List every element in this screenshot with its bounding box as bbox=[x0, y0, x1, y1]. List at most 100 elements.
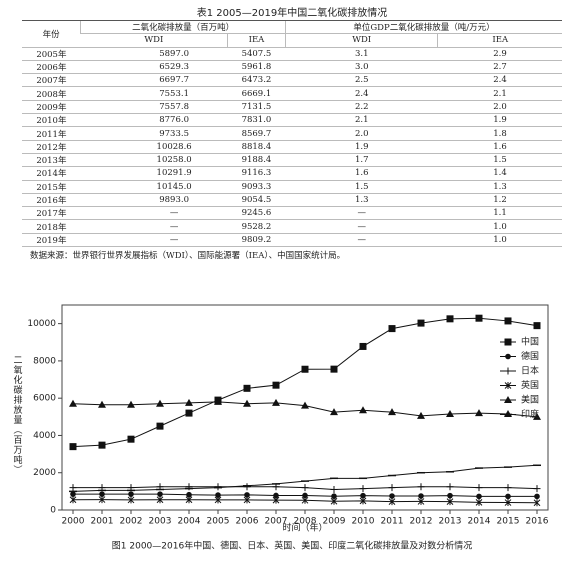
marker bbox=[330, 408, 338, 416]
table-row: 2007年 6697.7 6473.2 2.5 2.4 bbox=[22, 73, 562, 88]
x-axis-label: 时间（年） bbox=[282, 522, 327, 534]
legend-marker bbox=[504, 338, 512, 346]
table-cell: 1.0 bbox=[437, 232, 562, 248]
marker bbox=[215, 492, 221, 498]
marker bbox=[127, 435, 135, 443]
header-cell: 单位GDP二氧化碳排放量（吨/万元） bbox=[284, 19, 562, 35]
y-axis-label: 二氧化碳排放量（百万吨） bbox=[12, 355, 23, 475]
marker bbox=[272, 496, 280, 504]
x-tick-label: 2006 bbox=[236, 517, 259, 527]
marker bbox=[301, 401, 309, 409]
marker bbox=[244, 492, 250, 498]
marker bbox=[417, 411, 425, 419]
header-row: 年份 二氧化碳排放量（百万吨） 单位GDP二氧化碳排放量（吨/万元） bbox=[22, 19, 562, 48]
legend-marker bbox=[504, 367, 512, 375]
table-cell: — bbox=[285, 232, 438, 248]
marker bbox=[388, 325, 396, 333]
marker bbox=[534, 493, 540, 500]
table-cell: 2019年 bbox=[22, 232, 81, 248]
marker bbox=[185, 398, 193, 406]
x-tick-label: 2001 bbox=[91, 517, 114, 527]
marker bbox=[417, 483, 425, 491]
marker bbox=[388, 498, 396, 506]
header-cell: WDI bbox=[284, 33, 438, 48]
marker bbox=[156, 496, 164, 504]
table-row: 2009年 7557.8 7131.5 2.2 2.0 bbox=[22, 99, 562, 115]
legend-label: 中国 bbox=[521, 336, 539, 348]
marker bbox=[446, 410, 454, 418]
y-tick-label: 0 bbox=[50, 506, 56, 516]
x-tick-label: 2008 bbox=[294, 517, 317, 527]
x-tick-label: 2012 bbox=[410, 517, 433, 527]
legend-label: 德国 bbox=[521, 350, 539, 362]
table-cell: 2.9 bbox=[437, 46, 562, 61]
marker bbox=[504, 484, 512, 492]
x-tick-label: 2014 bbox=[468, 517, 491, 527]
marker bbox=[156, 399, 164, 407]
y-tick-label: 8000 bbox=[33, 356, 56, 366]
marker bbox=[505, 493, 511, 500]
x-tick-label: 2005 bbox=[207, 517, 230, 527]
marker bbox=[301, 484, 309, 492]
y-tick-label: 10000 bbox=[27, 319, 56, 329]
marker bbox=[475, 409, 483, 417]
marker bbox=[272, 381, 280, 389]
x-tick-label: 2007 bbox=[265, 517, 288, 527]
x-tick-label: 2013 bbox=[439, 517, 462, 527]
marker bbox=[533, 485, 541, 493]
marker bbox=[533, 322, 541, 330]
marker bbox=[417, 497, 425, 505]
marker bbox=[504, 317, 512, 325]
y-tick-label: 4000 bbox=[33, 431, 56, 441]
header-cell: IEA bbox=[437, 33, 562, 48]
table-cell: 9809.2 bbox=[227, 232, 286, 248]
marker bbox=[243, 399, 251, 407]
marker bbox=[359, 406, 367, 414]
marker bbox=[301, 496, 309, 504]
marker bbox=[418, 493, 424, 499]
marker bbox=[302, 492, 308, 499]
marker bbox=[504, 410, 512, 418]
marker bbox=[99, 491, 105, 497]
marker bbox=[446, 498, 454, 506]
legend-marker bbox=[505, 353, 511, 360]
marker bbox=[272, 398, 280, 406]
marker bbox=[98, 400, 106, 408]
y-tick-label: 2000 bbox=[33, 468, 56, 478]
marker bbox=[533, 412, 541, 420]
marker bbox=[273, 492, 279, 499]
marker bbox=[446, 483, 454, 491]
x-tick-label: 2000 bbox=[62, 517, 85, 527]
marker bbox=[185, 409, 193, 417]
marker bbox=[214, 496, 222, 504]
marker bbox=[533, 499, 541, 507]
y-tick-label: 6000 bbox=[33, 394, 56, 404]
table-row: 2011年 9733.5 8569.7 2.0 1.8 bbox=[22, 126, 562, 141]
marker bbox=[446, 315, 454, 323]
marker bbox=[359, 342, 367, 350]
marker bbox=[128, 491, 134, 497]
marker bbox=[417, 319, 425, 327]
marker bbox=[127, 400, 135, 408]
table-cell: 5407.5 bbox=[227, 46, 286, 61]
x-tick-label: 2016 bbox=[526, 517, 549, 527]
x-tick-label: 2015 bbox=[497, 517, 520, 527]
x-tick-label: 2002 bbox=[120, 517, 143, 527]
marker bbox=[301, 365, 309, 373]
marker bbox=[447, 492, 453, 499]
marker bbox=[388, 484, 396, 492]
table-cell: 2005年 bbox=[22, 46, 81, 61]
marker bbox=[475, 314, 483, 322]
marker bbox=[156, 422, 164, 430]
marker bbox=[504, 499, 512, 507]
marker bbox=[214, 397, 222, 405]
marker bbox=[243, 384, 251, 392]
chart-caption: 图1 2000—2016年中国、德国、日本、英国、美国、印度二氧化碳排放量及对数… bbox=[112, 540, 472, 552]
marker bbox=[330, 486, 338, 493]
legend-label: 英国 bbox=[521, 379, 539, 391]
table-row: 2006年 6529.3 5961.8 3.0 2.7 bbox=[22, 59, 562, 75]
marker bbox=[69, 399, 77, 407]
table-row: 2013年 10258.0 9188.4 1.7 1.5 bbox=[22, 152, 562, 168]
